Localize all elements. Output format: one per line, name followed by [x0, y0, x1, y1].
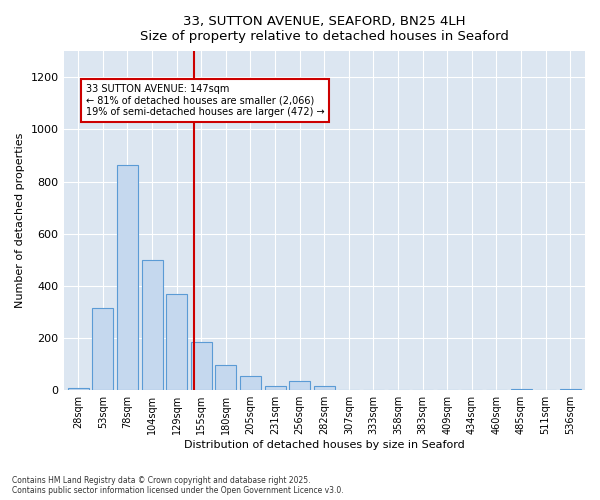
- Bar: [240, 376, 261, 390]
- Bar: [117, 164, 138, 390]
- Bar: [289, 381, 310, 390]
- Text: Contains HM Land Registry data © Crown copyright and database right 2025.
Contai: Contains HM Land Registry data © Crown c…: [12, 476, 344, 495]
- Bar: [314, 386, 335, 390]
- Text: 33 SUTTON AVENUE: 147sqm
← 81% of detached houses are smaller (2,066)
19% of sem: 33 SUTTON AVENUE: 147sqm ← 81% of detach…: [86, 84, 325, 117]
- Bar: [560, 389, 581, 390]
- Bar: [511, 389, 532, 390]
- Bar: [142, 260, 163, 390]
- Bar: [92, 308, 113, 390]
- X-axis label: Distribution of detached houses by size in Seaford: Distribution of detached houses by size …: [184, 440, 464, 450]
- Bar: [166, 294, 187, 390]
- Y-axis label: Number of detached properties: Number of detached properties: [15, 133, 25, 308]
- Bar: [265, 386, 286, 390]
- Bar: [191, 342, 212, 390]
- Title: 33, SUTTON AVENUE, SEAFORD, BN25 4LH
Size of property relative to detached house: 33, SUTTON AVENUE, SEAFORD, BN25 4LH Siz…: [140, 15, 509, 43]
- Bar: [68, 388, 89, 390]
- Bar: [215, 366, 236, 390]
